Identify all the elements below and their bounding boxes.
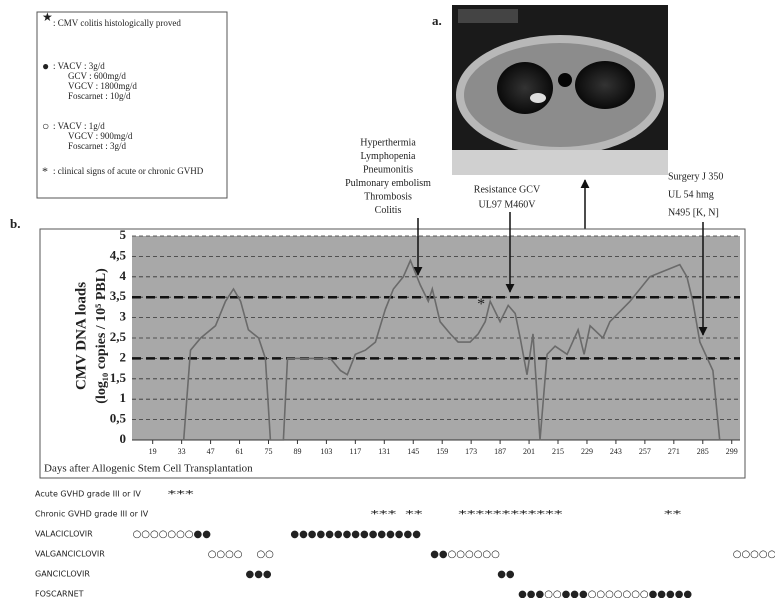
treatment-symbols: ●●: [497, 569, 515, 580]
panel-label: b.: [10, 216, 20, 231]
y-tick-label: 2: [120, 349, 127, 364]
annotation: N495 [K, N]: [668, 207, 719, 218]
treatment-symbols: **: [664, 509, 681, 520]
treatment-symbols: ●●○○○○○○: [430, 549, 500, 560]
treatment-label: GANCICLOVIR: [35, 570, 90, 579]
annotation: Hyperthermia: [360, 137, 416, 148]
y-tick-label: 5: [120, 227, 127, 242]
ct-image: [452, 5, 668, 175]
annotation: UL 54 hmg: [668, 189, 714, 200]
x-tick-label: 243: [610, 447, 622, 456]
x-tick-label: 75: [264, 447, 272, 456]
legend-symbol: ●: [42, 59, 49, 73]
treatment-symbols: ○○○○○: [733, 549, 775, 560]
treatment-label: Chronic GVHD grade III or IV: [35, 510, 149, 519]
treatment-symbols: ●●●○○●●●○○○○○○○●●●●●: [518, 589, 692, 598]
treatment-symbols: ***: [168, 489, 194, 500]
y-axis-title: (log₁₀ copies / 10⁵ PBL): [94, 268, 109, 404]
x-tick-label: 33: [178, 447, 186, 456]
treatment-label: VALACICLOVIR: [35, 530, 93, 539]
y-tick-label: 4,5: [110, 247, 127, 262]
y-tick-label: 1: [120, 390, 127, 405]
x-tick-label: 117: [349, 447, 361, 456]
x-tick-label: 201: [523, 447, 535, 456]
legend-text: VGCV : 1800mg/d: [68, 81, 137, 91]
x-tick-label: 47: [207, 447, 215, 456]
annotation: Surgery J 350: [668, 171, 723, 182]
x-tick-label: 271: [668, 447, 680, 456]
y-axis-title: CMV DNA loads: [73, 282, 89, 390]
legend-text: GCV : 600mg/d: [68, 71, 126, 81]
x-tick-label: 61: [236, 447, 244, 456]
x-tick-label: 187: [494, 447, 506, 456]
annotation: Thrombosis: [364, 191, 412, 202]
x-tick-label: 131: [378, 447, 390, 456]
x-tick-label: 89: [293, 447, 301, 456]
treatment-symbols: ●●●●●●●●●●●●●●●: [290, 529, 421, 540]
y-tick-label: 0,5: [110, 411, 127, 426]
annotation: Resistance GCV: [474, 184, 541, 195]
legend-text: Foscarnet : 10g/d: [68, 91, 131, 101]
y-tick-label: 3: [120, 309, 127, 324]
panel-label: a.: [432, 13, 442, 28]
legend-symbol: ★: [42, 10, 53, 24]
annotation: Pneumonitis: [363, 164, 413, 175]
treatment-symbols: ○○○○: [208, 549, 243, 560]
y-tick-label: 4: [120, 268, 127, 283]
annotation: Lymphopenia: [361, 151, 417, 162]
treatment-label: FOSCARNET: [35, 590, 84, 598]
legend-symbol: *: [42, 164, 48, 178]
y-tick-label: 1,5: [110, 370, 127, 385]
treatment-symbols: ************: [458, 509, 562, 520]
annotation: Colitis: [375, 205, 402, 216]
x-tick-label: 257: [639, 447, 651, 456]
legend-text: : clinical signs of acute or chronic GVH…: [53, 166, 204, 176]
annotation: Pulmonary embolism: [345, 178, 431, 189]
y-tick-label: 2,5: [110, 329, 127, 344]
x-tick-label: 103: [320, 447, 332, 456]
legend-text: : VACV : 3g/d: [53, 61, 105, 71]
treatment-label: Acute GVHD grade III or IV: [35, 490, 141, 499]
figure: ★: CMV colitis histologically proved ● : V…: [0, 0, 775, 598]
treatment-symbols: **: [405, 509, 422, 520]
treatment-symbols: ***: [370, 509, 396, 520]
legend-text: Foscarnet : 3g/d: [68, 141, 126, 151]
x-tick-label: 229: [581, 447, 593, 456]
x-tick-label: 285: [697, 447, 709, 456]
x-tick-label: 173: [465, 447, 477, 456]
legend-text: VGCV : 900mg/d: [68, 131, 133, 141]
x-tick-label: 19: [149, 447, 157, 456]
legend-text: : CMV colitis histologically proved: [53, 18, 181, 28]
y-tick-label: 3,5: [110, 288, 127, 303]
legend-symbol: ○: [42, 119, 49, 133]
star-marker: *: [477, 296, 485, 313]
annotation: UL97 M460V: [479, 199, 537, 210]
x-tick-label: 215: [552, 447, 564, 456]
treatment-label: VALGANCICLOVIR: [35, 550, 105, 559]
x-axis-title: Days after Allogenic Stem Cell Transplan…: [44, 463, 253, 475]
treatment-symbols: ○○: [256, 549, 273, 560]
treatment-symbols: ●●●: [246, 569, 272, 580]
y-tick-label: 0: [120, 431, 127, 446]
treatment-symbols: ○○○○○○○●●: [133, 529, 212, 540]
x-tick-label: 145: [407, 447, 419, 456]
x-tick-label: 299: [726, 447, 738, 456]
legend-text: : VACV : 1g/d: [53, 121, 105, 131]
x-tick-label: 159: [436, 447, 448, 456]
